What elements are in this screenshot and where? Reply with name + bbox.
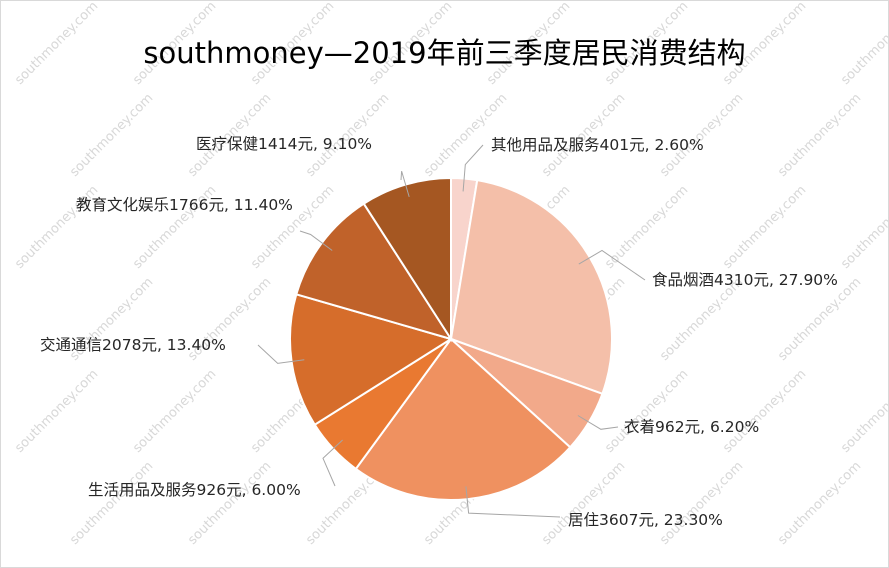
chart-title: southmoney—2019年前三季度居民消费结构 [143,36,746,70]
watermark-text: southmoney.com [602,367,691,456]
watermark-text: southmoney.com [720,367,809,456]
watermark-text: southmoney.com [185,459,274,548]
watermark-text: southmoney.com [775,91,864,180]
watermark-text: southmoney.com [67,459,156,548]
slice-label-5: 生活用品及服务926元, 6.00% [88,481,301,499]
leader-line-6 [257,344,305,364]
slice-label-6: 交通通信2078元, 13.40% [40,336,226,354]
slice-label-8: 医疗保健1414元, 9.10% [196,135,372,153]
leader-line-4 [465,486,561,518]
slice-label-7: 教育文化娱乐1766元, 11.40% [76,196,293,214]
leader-line-7 [299,230,333,251]
slice-label-2: 食品烟酒4310元, 27.90% [652,271,838,289]
watermark-text: southmoney.com [539,459,628,548]
slice-label-1: 其他用品及服务401元, 2.60% [491,136,704,154]
slice-label-3: 衣着962元, 6.20% [624,418,759,436]
watermark-text: southmoney.com [602,183,691,272]
leader-line-3 [577,415,619,430]
slice-labels: 其他用品及服务401元, 2.60% 食品烟酒4310元, 27.90% 衣着962… [40,135,838,529]
watermark-text: southmoney.com [12,367,101,456]
watermark-text: southmoney.com [838,183,889,272]
watermark-text: southmoney.com [720,183,809,272]
watermark-text: southmoney.com [130,367,219,456]
leader-line-5 [322,439,343,487]
pie-slices [289,176,613,501]
watermark-text: southmoney.com [67,91,156,180]
watermark-text: southmoney.com [838,367,889,456]
slice-label-4: 居住3607元, 23.30% [568,511,723,529]
leader-line-8 [400,170,410,198]
watermark-text: southmoney.com [775,459,864,548]
leader-line-1 [462,144,484,192]
leader-line-2 [578,249,646,281]
leader-lines [257,144,646,518]
watermark-text: southmoney.com [657,459,746,548]
